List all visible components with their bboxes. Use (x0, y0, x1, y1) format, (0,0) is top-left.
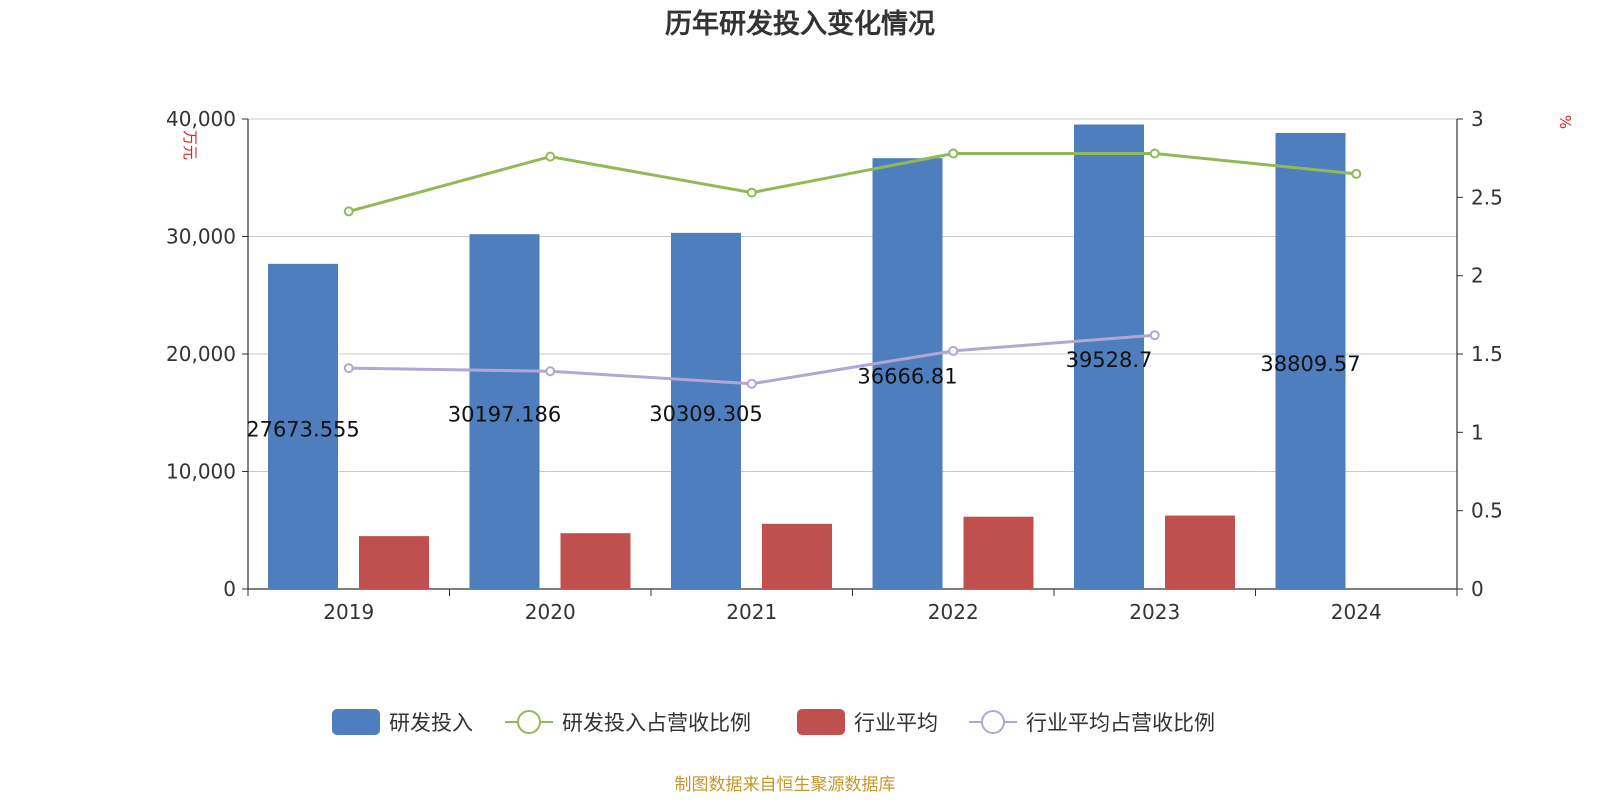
bar-data-label: 27673.555 (246, 417, 360, 441)
line-point (545, 151, 556, 162)
bar (1165, 515, 1235, 589)
bar (963, 516, 1034, 589)
line-point (1149, 148, 1160, 159)
right-tick-label: 0.5 (1471, 499, 1503, 523)
legend-swatch (797, 709, 845, 735)
legend-label: 行业平均 (854, 711, 938, 735)
bar (359, 536, 429, 589)
left-tick-label: 10,000 (166, 460, 236, 484)
bar-data-label: 38809.57 (1260, 352, 1360, 376)
right-tick-label: 3 (1471, 107, 1484, 131)
bar (1074, 124, 1144, 589)
left-tick-label: 30,000 (166, 225, 236, 249)
bar-data-label: 39528.7 (1066, 348, 1153, 372)
left-tick-label: 20,000 (166, 342, 236, 366)
legend-label: 研发投入 (389, 711, 473, 735)
legend-marker (517, 710, 541, 734)
bar (1275, 132, 1346, 589)
x-tick-label: 2024 (1331, 600, 1382, 624)
source-note: 制图数据来自恒生聚源数据库 (675, 775, 896, 795)
bar-data-label: 36666.81 (857, 365, 957, 389)
x-tick-label: 2020 (525, 600, 576, 624)
line-point (545, 366, 556, 377)
legend-marker (981, 710, 1005, 734)
grid-lines (248, 118, 1457, 472)
right-axis-unit: % (1556, 115, 1574, 129)
line-point (746, 378, 757, 389)
bar-data-label: 30197.186 (448, 403, 562, 427)
line-point (1351, 168, 1362, 179)
bar (671, 232, 741, 589)
axes: 0 10,000 20,000 30,000 40,000 0 0.5 1 1.5 2 2.5 3 20… (166, 107, 1503, 624)
left-axis-unit: 万元 (181, 130, 199, 160)
legend-label: 行业平均占营收比例 (1026, 711, 1215, 735)
left-tick-label: 40,000 (166, 107, 236, 131)
bar (560, 533, 631, 589)
x-tick-label: 2019 (323, 600, 374, 624)
bar (872, 158, 943, 589)
bars (268, 124, 1346, 590)
line-point (343, 363, 354, 374)
lines (343, 148, 1362, 389)
bar (469, 234, 540, 590)
line-point (746, 187, 757, 198)
right-tick-label: 1 (1471, 420, 1484, 444)
right-tick-label: 2.5 (1471, 185, 1503, 209)
line-point (948, 148, 959, 159)
x-tick-label: 2023 (1129, 600, 1180, 624)
line-point (1149, 330, 1160, 341)
bar (268, 263, 338, 589)
x-tick-label: 2021 (726, 600, 777, 624)
legend: 研发投入 研发投入占营收比例 行业平均 行业平均占营收比例 (332, 709, 1215, 735)
right-tick-label: 0 (1471, 577, 1484, 601)
right-tick-label: 1.5 (1471, 342, 1503, 366)
x-tick-label: 2022 (928, 600, 979, 624)
legend-label: 研发投入占营收比例 (562, 711, 751, 735)
bar-data-label: 30309.305 (649, 402, 763, 426)
line-point (343, 206, 354, 217)
legend-swatch (332, 709, 380, 735)
bar (762, 523, 832, 589)
left-tick-label: 0 (223, 577, 236, 601)
chart-title: 历年研发投入变化情况 (665, 8, 935, 40)
data-labels: 27673.555 30197.186 30309.305 36666.81 39528… (246, 348, 1360, 442)
series-line (348, 151, 1357, 213)
right-tick-label: 2 (1471, 264, 1484, 288)
line-point (948, 345, 959, 356)
